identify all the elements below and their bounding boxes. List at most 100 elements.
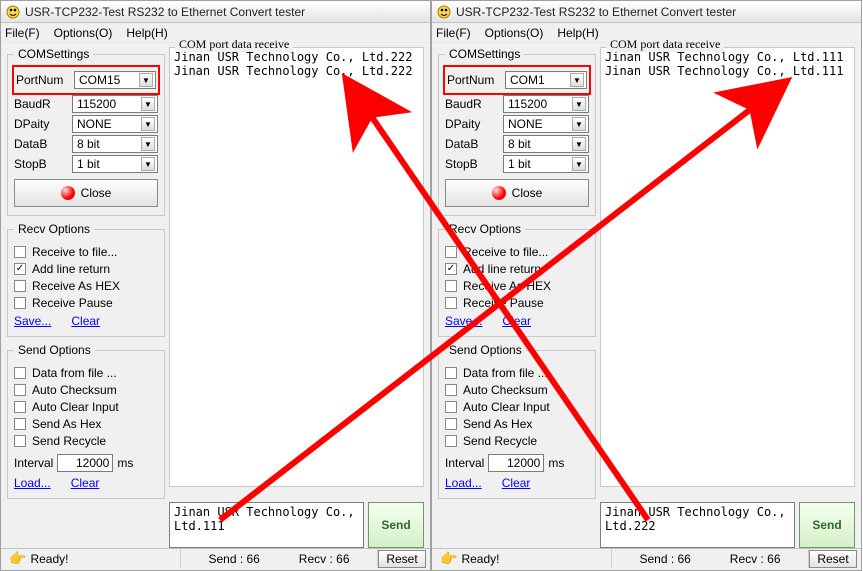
menu-item[interactable]: Help(H) [126,26,167,40]
reset-button[interactable]: Reset [809,550,857,568]
checkbox-row[interactable]: Send As Hex [445,417,589,431]
close-port-button[interactable]: Close [14,179,158,207]
app-icon [436,4,452,20]
window-title: USR-TCP232-Test RS232 to Ethernet Conver… [25,5,305,19]
checkbox-icon [445,280,457,292]
checkbox-icon [445,297,457,309]
combo-box[interactable]: 8 bit ▼ [72,135,158,153]
combo-box[interactable]: NONE ▼ [72,115,158,133]
interval-unit: ms [548,456,564,470]
group-legend: Send Options [14,343,95,357]
combo-box[interactable]: 8 bit ▼ [503,135,589,153]
interval-label: Interval [445,456,484,470]
close-port-button[interactable]: Close [445,179,589,207]
checkbox-label: Auto Checksum [463,383,548,397]
checkbox-label: Send Recycle [32,434,106,448]
recv-options-group: Recv Options Receive to file... ✓ Add li… [438,222,596,337]
send-button[interactable]: Send [799,502,855,548]
checkbox-label: Auto Checksum [32,383,117,397]
menu-item[interactable]: Help(H) [557,26,598,40]
checkbox-row[interactable]: Receive to file... [14,245,158,259]
port-highlight: PortNum COM1 ▼ [443,65,591,95]
checkbox-row[interactable]: Receive to file... [445,245,589,259]
menu-item[interactable]: File(F) [5,26,40,40]
chevron-down-icon: ▼ [572,117,586,131]
combo-box[interactable]: COM1 ▼ [505,71,587,89]
interval-input[interactable] [57,454,113,472]
checkbox-row[interactable]: Receive Pause [445,296,589,310]
recv-options-group: Recv Options Receive to file... ✓ Add li… [7,222,165,337]
checkbox-row[interactable]: Receive As HEX [14,279,158,293]
chevron-down-icon: ▼ [139,73,153,87]
checkbox-row[interactable]: Data from file ... [14,366,158,380]
checkbox-icon [14,418,26,430]
menu-item[interactable]: File(F) [436,26,471,40]
combo-box[interactable]: 115200 ▼ [503,95,589,113]
checkbox-icon [14,367,26,379]
menu-item[interactable]: Options(O) [54,26,113,40]
checkbox-icon [14,435,26,447]
combo-box[interactable]: 115200 ▼ [72,95,158,113]
checkbox-label: Receive to file... [32,245,117,259]
checkbox-row[interactable]: Auto Checksum [445,383,589,397]
clear-link[interactable]: Clear [502,476,531,490]
interval-input[interactable] [488,454,544,472]
combo-box[interactable]: NONE ▼ [503,115,589,133]
chevron-down-icon: ▼ [572,137,586,151]
combo-value: 115200 [508,97,547,111]
checkbox-row[interactable]: ✓ Add line return [445,262,589,276]
record-icon [492,186,506,200]
checkbox-label: Add line return [32,262,110,276]
combo-value: NONE [508,117,543,131]
checkbox-row[interactable]: ✓ Add line return [14,262,158,276]
combo-box[interactable]: COM15 ▼ [74,71,156,89]
load-link[interactable]: Load... [14,476,51,490]
save-link[interactable]: Save... [14,314,51,328]
parity-label: DPaity [14,117,66,131]
combo-value: NONE [77,117,112,131]
receive-legend: COM port data receive [175,37,293,52]
recv-count: Recv : 66 [299,552,350,566]
send-button[interactable]: Send [368,502,424,548]
record-icon [61,186,75,200]
combo-box[interactable]: 1 bit ▼ [72,155,158,173]
parity-label: DPaity [445,117,497,131]
combo-value: COM1 [510,73,545,87]
reset-button[interactable]: Reset [378,550,426,568]
send-count: Send : 66 [208,552,259,566]
checkbox-label: Data from file ... [32,366,117,380]
checkbox-row[interactable]: Auto Checksum [14,383,158,397]
receive-textarea[interactable]: Jinan USR Technology Co., Ltd.111 Jinan … [600,47,855,487]
app-icon [5,4,21,20]
checkbox-row[interactable]: Receive As HEX [445,279,589,293]
checkbox-icon [14,384,26,396]
send-textarea[interactable]: Jinan USR Technology Co., Ltd.222 [600,502,795,548]
checkbox-row[interactable]: Send Recycle [445,434,589,448]
checkbox-row[interactable]: Auto Clear Input [14,400,158,414]
checkbox-row[interactable]: Receive Pause [14,296,158,310]
menu-item[interactable]: Options(O) [485,26,544,40]
receive-textarea[interactable]: Jinan USR Technology Co., Ltd.222 Jinan … [169,47,424,487]
checkbox-row[interactable]: Auto Clear Input [445,400,589,414]
combo-box[interactable]: 1 bit ▼ [503,155,589,173]
send-textarea[interactable]: Jinan USR Technology Co., Ltd.111 [169,502,364,548]
app-window: USR-TCP232-Test RS232 to Ethernet Conver… [0,0,431,571]
load-link[interactable]: Load... [445,476,482,490]
checkbox-row[interactable]: Data from file ... [445,366,589,380]
group-legend: COMSettings [14,47,93,61]
checkbox-row[interactable]: Send Recycle [14,434,158,448]
recv-count: Recv : 66 [730,552,781,566]
clear-link[interactable]: Clear [71,476,100,490]
chevron-down-icon: ▼ [572,157,586,171]
checkbox-row[interactable]: Send As Hex [14,417,158,431]
app-window: USR-TCP232-Test RS232 to Ethernet Conver… [431,0,862,571]
group-legend: Recv Options [14,222,94,236]
save-link[interactable]: Save... [445,314,482,328]
receive-legend: COM port data receive [606,37,724,52]
checkbox-label: Receive As HEX [463,279,551,293]
clear-link[interactable]: Clear [502,314,531,328]
interval-label: Interval [14,456,53,470]
checkbox-label: Data from file ... [463,366,548,380]
clear-link[interactable]: Clear [71,314,100,328]
ready-icon: 👉 [440,550,457,567]
